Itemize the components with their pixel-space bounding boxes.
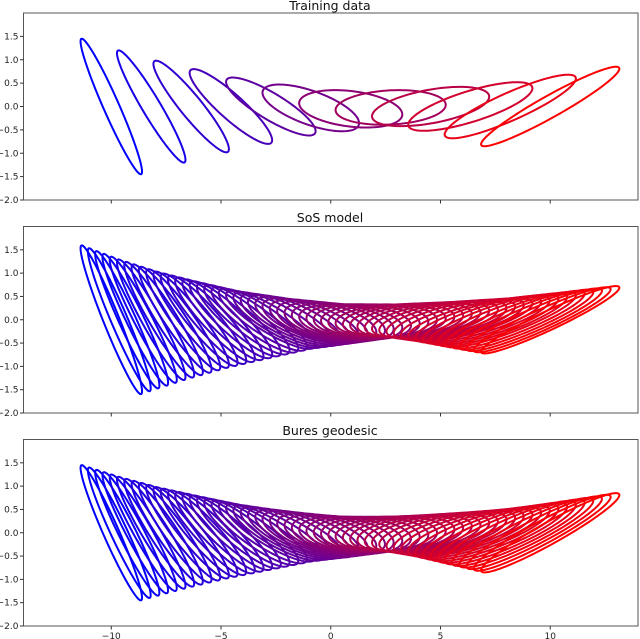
ellipse-curve — [203, 497, 291, 568]
y-tick-label: −1.0 — [0, 362, 19, 372]
ellipse-curve — [472, 493, 612, 572]
y-tick-label: 1.0 — [4, 482, 19, 492]
ellipse-curve — [79, 37, 143, 176]
ellipse-curve — [217, 287, 308, 352]
ellipse-curve — [210, 499, 300, 567]
ellipse-curve — [159, 272, 239, 367]
ellipse-curve — [166, 489, 248, 577]
curves — [79, 244, 621, 396]
ellipse-curve — [465, 287, 603, 353]
x-tick-label: 0 — [328, 632, 334, 639]
y-tick-label: −1.0 — [0, 149, 19, 159]
ellipse-curve — [130, 479, 204, 586]
y-tick-label: 0.0 — [4, 529, 19, 539]
ellipse-curve — [166, 274, 248, 366]
panel-training-data: Training data −2.0 −1.5 −1.0 −0.5 0.0 0.5 1.0 1… — [0, 0, 639, 206]
y-tick-label: 1.0 — [4, 269, 19, 279]
ellipse-curve — [450, 289, 586, 350]
ellipse-curve — [210, 285, 300, 354]
y-tick-label: 1.5 — [4, 459, 18, 469]
ellipse-curve — [145, 268, 222, 372]
ellipse-curve — [94, 250, 161, 390]
curves — [79, 464, 621, 602]
curves — [79, 37, 621, 176]
ellipse-curve — [458, 288, 595, 351]
ellipse-curve — [195, 282, 282, 358]
ellipse-curve — [268, 511, 369, 558]
y-tick-label: −0.5 — [0, 552, 19, 562]
ellipse-curve — [188, 68, 274, 145]
ellipse-curve — [130, 263, 204, 377]
y-tick-label: −1.5 — [0, 173, 19, 183]
ellipse-curve — [137, 481, 213, 584]
ellipse-curve — [86, 466, 152, 599]
ellipse-curve — [480, 492, 621, 574]
ellipse-curve — [86, 247, 152, 393]
y-tick-label: −2.0 — [0, 196, 19, 206]
ellipse-curve — [145, 484, 222, 582]
panel-sos-model: SoS model −2.0 −1.5 −1.0 −0.5 0.0 0.5 1.0 1.5 — [0, 210, 639, 419]
ellipse-curve — [79, 244, 144, 396]
ellipse-curve — [79, 464, 143, 602]
y-tick-label: 0.5 — [4, 292, 18, 302]
x-tick-label: 10 — [544, 632, 556, 639]
panel-title: Training data — [288, 0, 370, 13]
y-tick-label: −1.0 — [0, 575, 19, 585]
ellipse-curve — [137, 265, 213, 374]
y-tick-label: −2.0 — [0, 622, 19, 632]
ellipse-curve — [225, 76, 317, 137]
ellipse-curve — [472, 286, 612, 354]
y-tick-label: −1.5 — [0, 386, 19, 396]
x-tick-label: 5 — [438, 632, 444, 639]
ellipse-curve — [152, 59, 230, 154]
ellipse-curve — [115, 49, 187, 164]
ellipse-curve — [407, 81, 534, 132]
ellipse-curve — [443, 291, 577, 349]
ellipse-curve — [450, 498, 586, 567]
x-tick-label: −5 — [214, 632, 227, 639]
y-tick-label: 1.5 — [4, 32, 18, 42]
ellipse-curve — [480, 285, 621, 355]
ellipse-curve — [436, 292, 569, 348]
panel-title: SoS model — [297, 210, 363, 225]
ellipse-curve — [217, 501, 308, 565]
y-tick-label: 0.5 — [4, 79, 18, 89]
ellipse-curve — [188, 494, 274, 572]
ellipse-curve — [188, 280, 274, 360]
ellipse-curve — [443, 73, 577, 140]
y-tick-label: −1.5 — [0, 599, 19, 609]
ellipse-curve — [94, 468, 161, 597]
ellipse-curve — [123, 477, 196, 588]
ellipse-curve — [261, 83, 361, 133]
ellipse-curve — [480, 65, 621, 148]
ellipse-curve — [436, 501, 569, 564]
ellipse-curve — [101, 471, 170, 595]
ellipse-curve — [443, 500, 577, 566]
y-tick-label: −0.5 — [0, 339, 19, 349]
ellipse-curve — [458, 496, 595, 569]
ellipse-curve — [298, 89, 404, 129]
y-tick-label: 0.0 — [4, 316, 19, 326]
y-tick-label: 1.5 — [4, 246, 18, 256]
y-tick-label: 1.0 — [4, 56, 19, 66]
ellipse-curve — [465, 495, 603, 571]
panel-bures-geodesic: Bures geodesic −2.0 −1.5 −1.0 −0.5 0.0 0.5 1.0… — [0, 423, 639, 639]
y-tick-label: −0.5 — [0, 126, 19, 136]
ellipse-curve — [101, 252, 170, 387]
ellipse-curve — [371, 85, 491, 128]
panel-title: Bures geodesic — [282, 423, 377, 438]
y-tick-label: 0.5 — [4, 505, 18, 515]
ellipse-curve — [159, 487, 239, 578]
ellipse-curve — [108, 255, 178, 384]
y-tick-label: −2.0 — [0, 409, 19, 419]
y-tick-label: 0.0 — [4, 103, 19, 113]
x-tick-label: −10 — [102, 632, 121, 639]
axes-frame — [23, 12, 639, 201]
